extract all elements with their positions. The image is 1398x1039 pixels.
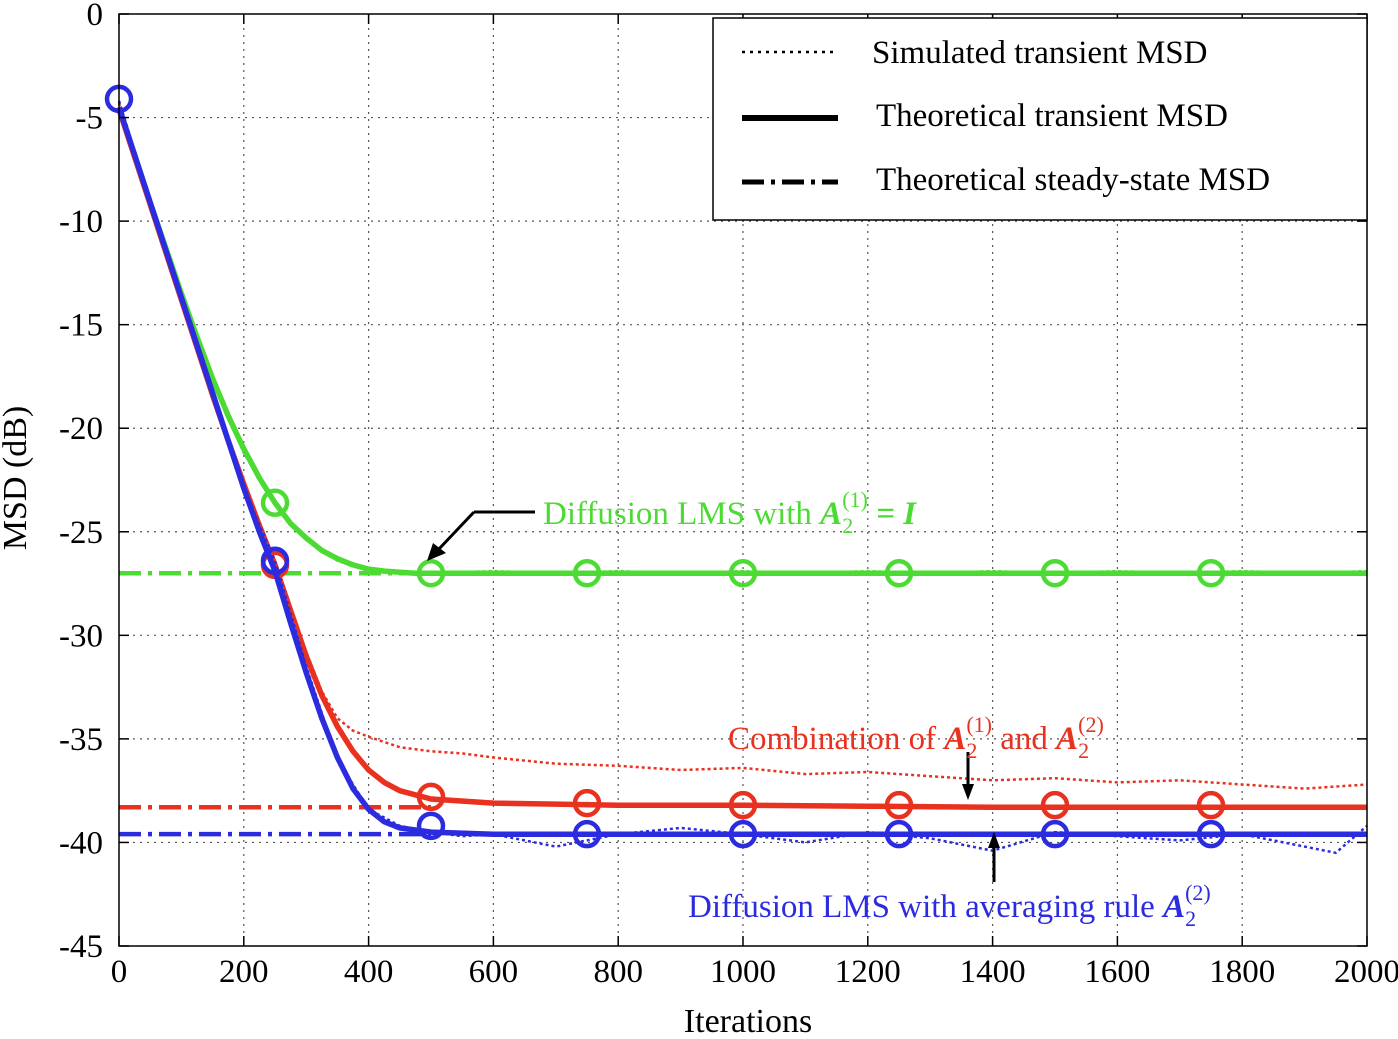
x-tick-label: 2000 (1334, 954, 1398, 990)
simulated-line-red (117, 102, 1368, 790)
annotation-green-math: A (818, 496, 842, 532)
annotation-blue-math: A (1161, 889, 1185, 925)
marker-blue (728, 819, 758, 849)
tick-labels: 0 200 400 600 800 1000 1200 1400 1600 1800 2000 0 -5… (59, 0, 1398, 990)
y-tick-label: 0 (87, 0, 104, 33)
annotation-red-sup2: (2) (1078, 712, 1104, 737)
annotation-red-sub2: 2 (1078, 738, 1089, 763)
legend: Simulated transient MSD Theoretical tran… (712, 17, 1368, 221)
simulated-line-blue (117, 100, 1368, 855)
x-tick-label: 1400 (960, 954, 1026, 990)
arrow-blue (988, 832, 1000, 882)
marker-blue (1040, 819, 1070, 849)
annotation-blue-sup: (2) (1185, 880, 1211, 905)
series-green (116, 100, 1368, 588)
annotation-green-prefix: Diffusion LMS with (543, 496, 820, 532)
marker-blue (416, 811, 446, 841)
annotation-green-sup: (1) (842, 487, 868, 512)
arrow-green (427, 510, 535, 561)
x-tick-label: 1000 (710, 954, 776, 990)
x-tick-label: 600 (469, 954, 519, 990)
marker-blue (884, 819, 914, 849)
marker-red (1196, 790, 1226, 820)
annotation-green: Diffusion LMS with A2(1) = I (543, 487, 917, 538)
x-tick-label: 200 (219, 954, 269, 990)
y-tick-label: -25 (59, 515, 103, 551)
annotation-red-mid: and (992, 721, 1056, 757)
marker-red (884, 790, 914, 820)
annotations: Diffusion LMS with A2(1) = I Combination… (427, 487, 1211, 931)
y-tick-label: -35 (59, 722, 103, 758)
x-tick-label: 1800 (1209, 954, 1275, 990)
marker-green (416, 558, 446, 588)
x-tick-label: 400 (344, 954, 394, 990)
series-layer (104, 84, 1368, 855)
marker-green (260, 488, 290, 518)
theoretical-line-blue (116, 106, 1367, 837)
legend-label-steady-state: Theoretical steady-state MSD (876, 162, 1270, 198)
y-tick-label: -40 (59, 825, 103, 861)
y-tick-label: -15 (59, 308, 103, 344)
y-tick-label: -20 (59, 411, 103, 447)
x-tick-label: 1600 (1084, 954, 1150, 990)
y-tick-label: -10 (59, 204, 103, 240)
legend-label-simulated: Simulated transient MSD (872, 35, 1207, 71)
annotation-blue-prefix: Diffusion LMS with averaging rule (688, 889, 1163, 925)
annotation-blue-sub: 2 (1185, 906, 1196, 931)
annotation-blue: Diffusion LMS with averaging rule A2(2) (688, 880, 1211, 931)
annotation-red-math: A (942, 721, 966, 757)
annotation-red-sub: 2 (966, 738, 977, 763)
marker-red (1040, 790, 1070, 820)
marker-blue (572, 819, 602, 849)
x-tick-label: 0 (111, 954, 128, 990)
y-tick-label: -30 (59, 618, 103, 654)
marker-red (572, 788, 602, 818)
annotation-red: Combination of A2(1) and A2(2) (728, 712, 1104, 763)
marker-green (884, 558, 914, 588)
arrow-red (962, 752, 974, 800)
y-tick-label: -45 (59, 929, 103, 965)
marker-green (572, 558, 602, 588)
marker-red (416, 782, 446, 812)
y-tick-label: -5 (76, 101, 104, 137)
marker-red (728, 790, 758, 820)
annotation-red-prefix: Combination of (728, 721, 944, 757)
y-axis-title: MSD (dB) (0, 406, 34, 551)
annotation-green-sub: 2 (842, 513, 853, 538)
annotation-red-sup: (1) (966, 712, 992, 737)
annotation-green-suffix: = I (868, 496, 917, 532)
series-blue (104, 84, 1368, 855)
marker-green (728, 558, 758, 588)
annotation-red-math2: A (1054, 721, 1078, 757)
marker-green (1196, 558, 1226, 588)
x-tick-label: 800 (593, 954, 643, 990)
x-axis-title: Iterations (684, 1003, 812, 1039)
marker-green (1040, 558, 1070, 588)
legend-label-theoretical: Theoretical transient MSD (876, 98, 1228, 134)
marker-blue (260, 546, 290, 576)
marker-blue (1196, 819, 1226, 849)
x-tick-label: 1200 (835, 954, 901, 990)
